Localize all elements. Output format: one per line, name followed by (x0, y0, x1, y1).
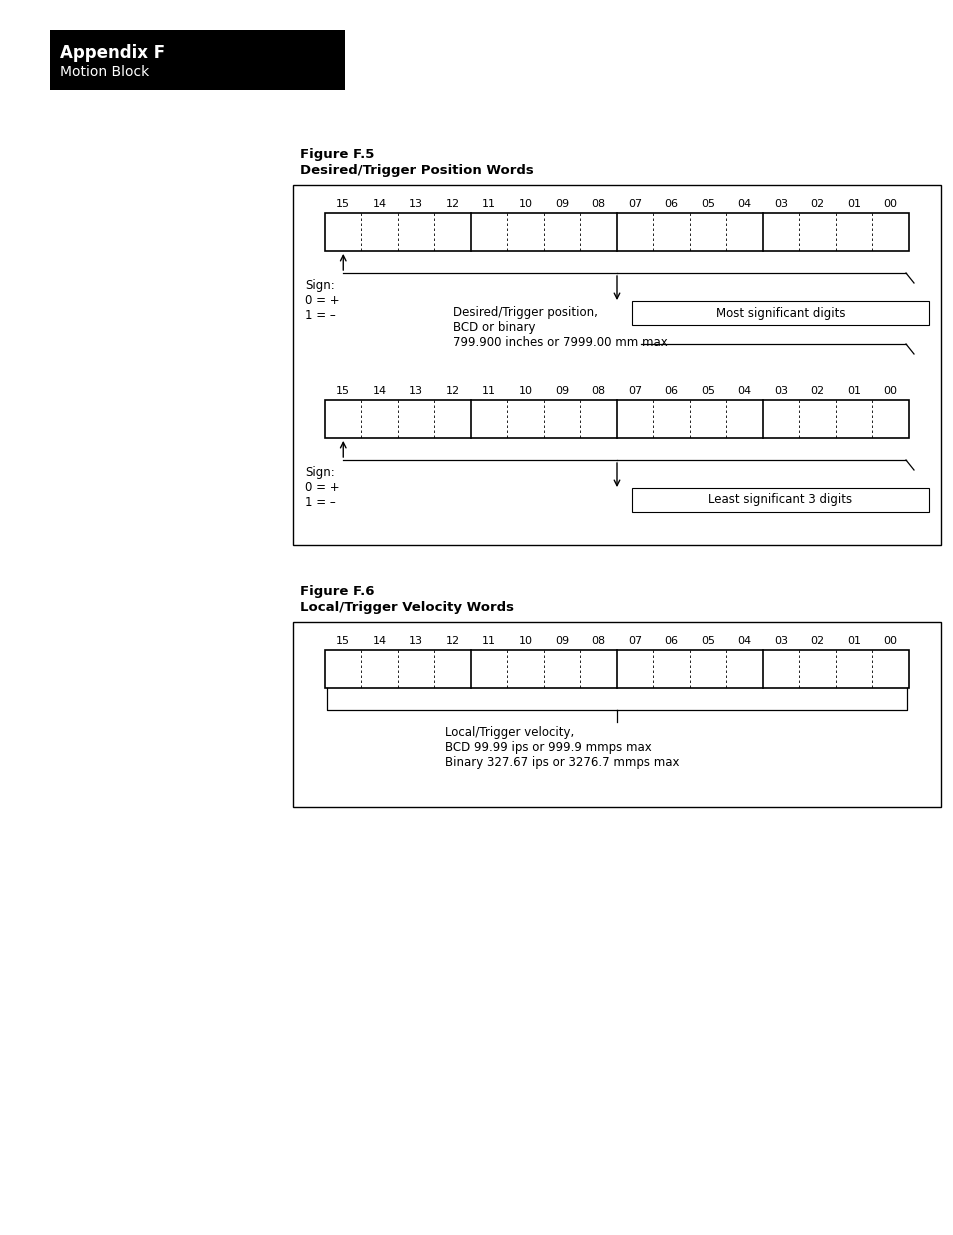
Text: 14: 14 (373, 636, 386, 646)
Text: Desired/Trigger Position Words: Desired/Trigger Position Words (299, 164, 533, 177)
Text: 00: 00 (882, 199, 897, 209)
Bar (631, 488, 928, 513)
Bar (325, 650, 908, 688)
Text: 02: 02 (810, 387, 824, 396)
Text: 13: 13 (409, 636, 423, 646)
Text: Sign:
0 = +
1 = –: Sign: 0 = + 1 = – (305, 279, 339, 322)
Text: 12: 12 (445, 387, 459, 396)
Text: Least significant 3 digits: Least significant 3 digits (708, 494, 852, 506)
Text: 04: 04 (737, 387, 751, 396)
Bar (50, 30, 345, 90)
Text: 15: 15 (335, 199, 350, 209)
Text: 12: 12 (445, 636, 459, 646)
Text: 10: 10 (518, 199, 532, 209)
Text: 01: 01 (846, 199, 861, 209)
Text: 14: 14 (373, 199, 386, 209)
Bar (631, 301, 928, 325)
Text: Sign:
0 = +
1 = –: Sign: 0 = + 1 = – (305, 466, 339, 509)
Text: Local/Trigger Velocity Words: Local/Trigger Velocity Words (299, 601, 514, 614)
Text: 06: 06 (664, 199, 678, 209)
Text: 12: 12 (445, 199, 459, 209)
Text: Local/Trigger velocity,
BCD 99.99 ips or 999.9 mmps max
Binary 327.67 ips or 327: Local/Trigger velocity, BCD 99.99 ips or… (445, 726, 679, 769)
Text: Appendix F: Appendix F (60, 44, 165, 62)
Bar (293, 622, 940, 806)
Bar (293, 185, 940, 545)
Text: 03: 03 (774, 636, 787, 646)
Text: 01: 01 (846, 387, 861, 396)
Text: 02: 02 (810, 636, 824, 646)
Text: 08: 08 (591, 199, 605, 209)
Text: 15: 15 (335, 636, 350, 646)
Text: 03: 03 (774, 387, 787, 396)
Text: 05: 05 (700, 199, 715, 209)
Text: 07: 07 (627, 387, 641, 396)
Text: Figure F.5: Figure F.5 (299, 148, 374, 161)
Text: 05: 05 (700, 636, 715, 646)
Text: Figure F.6: Figure F.6 (299, 585, 375, 598)
Bar (325, 400, 908, 438)
Text: 00: 00 (882, 387, 897, 396)
Text: 02: 02 (810, 199, 824, 209)
Text: 11: 11 (482, 387, 496, 396)
Text: 04: 04 (737, 636, 751, 646)
Text: 11: 11 (482, 199, 496, 209)
Text: 09: 09 (555, 387, 569, 396)
Text: Motion Block: Motion Block (60, 65, 149, 79)
Text: 09: 09 (555, 199, 569, 209)
Text: 10: 10 (518, 387, 532, 396)
Text: 10: 10 (518, 636, 532, 646)
Text: 05: 05 (700, 387, 715, 396)
Bar (325, 212, 908, 251)
Text: 11: 11 (482, 636, 496, 646)
Text: 09: 09 (555, 636, 569, 646)
Text: 15: 15 (335, 387, 350, 396)
Text: 14: 14 (373, 387, 386, 396)
Text: 04: 04 (737, 199, 751, 209)
Text: 07: 07 (627, 199, 641, 209)
Text: Desired/Trigger position,
BCD or binary
799.900 inches or 7999.00 mm max: Desired/Trigger position, BCD or binary … (453, 306, 667, 350)
Text: 07: 07 (627, 636, 641, 646)
Text: 08: 08 (591, 387, 605, 396)
Text: 03: 03 (774, 199, 787, 209)
Text: 01: 01 (846, 636, 861, 646)
Text: 08: 08 (591, 636, 605, 646)
Text: 13: 13 (409, 199, 423, 209)
Text: 06: 06 (664, 636, 678, 646)
Text: 13: 13 (409, 387, 423, 396)
Text: Most significant digits: Most significant digits (715, 306, 844, 320)
Text: 06: 06 (664, 387, 678, 396)
Text: 00: 00 (882, 636, 897, 646)
